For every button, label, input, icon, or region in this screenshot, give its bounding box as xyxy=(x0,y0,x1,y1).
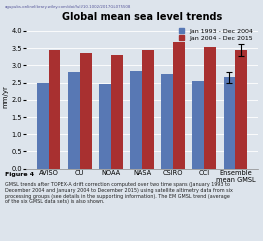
Text: Figure 4: Figure 4 xyxy=(5,172,34,177)
Text: agupubs.onlinelibrary.wiley.com/doi/full/10.1002/2017GL075508: agupubs.onlinelibrary.wiley.com/doi/full… xyxy=(5,5,132,9)
Text: GMSL trends after TOPEX-A drift correction computed over two time spans (January: GMSL trends after TOPEX-A drift correcti… xyxy=(5,182,233,204)
Bar xyxy=(49,50,60,169)
Bar xyxy=(173,42,185,169)
Bar xyxy=(204,47,216,169)
Bar xyxy=(224,77,235,169)
Bar xyxy=(193,81,204,169)
Bar xyxy=(99,84,111,169)
Bar xyxy=(235,50,247,169)
Bar xyxy=(68,72,80,169)
Bar xyxy=(80,53,92,169)
Legend: Jan 1993 - Dec 2004, Jan 2004 - Dec 2015: Jan 1993 - Dec 2004, Jan 2004 - Dec 2015 xyxy=(178,27,255,42)
Bar xyxy=(111,55,123,169)
Bar xyxy=(37,83,49,169)
Bar xyxy=(130,71,142,169)
Y-axis label: mm/yr: mm/yr xyxy=(3,85,9,108)
Bar xyxy=(142,50,154,169)
Title: Global mean sea level trends: Global mean sea level trends xyxy=(62,12,222,22)
Bar xyxy=(161,74,173,169)
